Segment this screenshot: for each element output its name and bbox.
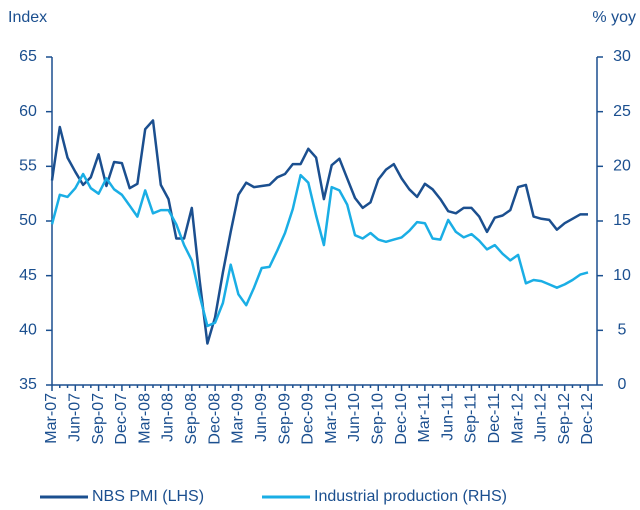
x-tick-label: Sep-08 [183, 393, 200, 445]
x-tick-label: Jun-08 [160, 393, 177, 442]
x-tick-label: Mar-11 [416, 393, 433, 443]
y2-tick-label: 5 [618, 322, 627, 339]
x-tick-label: Jun-12 [533, 393, 550, 442]
x-tick-label: Mar-08 [136, 393, 153, 444]
y2-tick-label: 10 [613, 267, 631, 284]
x-tick-label: Dec-08 [206, 393, 223, 445]
x-tick-label: Sep-09 [276, 393, 293, 445]
y-tick-label: 50 [19, 212, 37, 229]
y2-tick-label: 25 [613, 103, 631, 120]
x-tick-label: Dec-11 [486, 393, 503, 443]
y-tick-label: 60 [19, 103, 37, 120]
x-tick-label: Mar-09 [230, 393, 247, 444]
y-tick-label: 55 [19, 158, 37, 175]
legend-label: NBS PMI (LHS) [92, 488, 204, 505]
legend-label: Industrial production (RHS) [314, 488, 507, 505]
series-line [50, 119, 588, 345]
x-tick-label: Dec-12 [579, 393, 596, 445]
x-tick-label: Dec-07 [113, 393, 130, 445]
x-tick-label: Sep-11 [463, 393, 480, 444]
x-tick-label: Mar-10 [323, 393, 340, 444]
x-tick-label: Mar-12 [509, 393, 526, 444]
x-tick-label: Dec-09 [300, 393, 317, 445]
y2-tick-label: 20 [613, 158, 631, 175]
x-tick-label: Mar-07 [43, 393, 60, 444]
x-tick-label: Jun-07 [67, 393, 84, 442]
x-tick-label: Jun-09 [253, 393, 270, 442]
y-axis-label: Index [8, 9, 47, 26]
x-tick-label: Jun-10 [346, 393, 363, 442]
y-tick-label: 65 [19, 48, 37, 65]
y-tick-label: 40 [19, 322, 37, 339]
y2-tick-label: 30 [613, 48, 631, 65]
series-line [50, 172, 589, 328]
x-tick-label: Dec-10 [393, 393, 410, 445]
y2-tick-label: 15 [613, 212, 631, 229]
y-tick-label: 35 [19, 376, 37, 393]
x-tick-label: Jun-11 [439, 393, 456, 441]
y-tick-label: 45 [19, 267, 37, 284]
y2-axis-label: % yoy [592, 9, 636, 26]
x-tick-label: Sep-10 [369, 393, 386, 445]
x-tick-label: Sep-07 [90, 393, 107, 445]
x-tick-label: Sep-12 [556, 393, 573, 445]
y2-tick-label: 0 [618, 376, 627, 393]
